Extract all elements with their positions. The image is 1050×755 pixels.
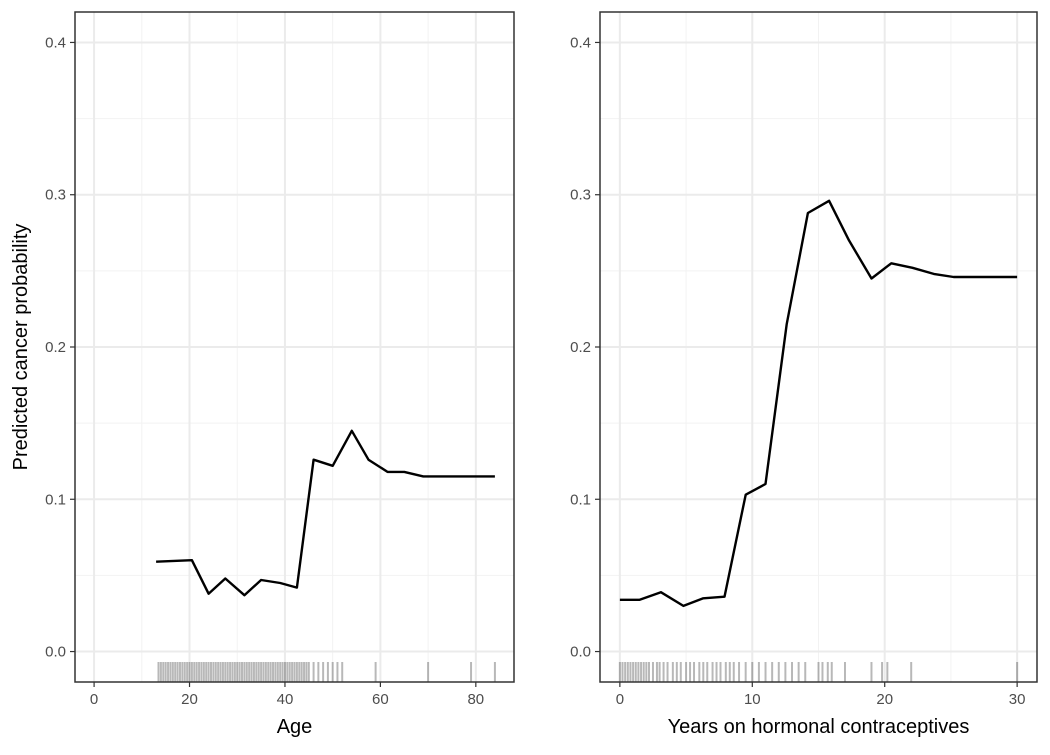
x-tick-label: 0 [90,691,98,708]
x-tick-label: 0 [616,691,624,708]
x-tick-label: 10 [744,691,761,708]
y-tick-label: 0.1 [570,491,591,508]
panel-2: 0 10 20 30 0.0 0.1 0.2 0.3 0.4 Years on hormonal … [570,11,1038,738]
x-tick-label: 40 [277,691,294,708]
y-tick-label: 0.2 [45,339,66,356]
x-tick-label: 30 [1009,691,1026,708]
x-tick-label: 60 [372,691,389,708]
x-tick-label: 80 [467,691,484,708]
y-tick-label: 0.0 [570,644,591,661]
x-tick-label: 20 [181,691,198,708]
panel-1: 0 20 40 60 80 0.0 0.1 0.2 0.3 0.4 Age Predicted can… [10,11,515,738]
series-line [619,199,1018,608]
y-tick-label: 0.3 [45,187,66,204]
y-axis-title: Predicted cancer probability [10,224,32,471]
y-tick-label: 0.2 [570,339,591,356]
x-axis-title: Years on hormonal contraceptives [668,716,970,738]
y-tick-label: 0.1 [45,491,66,508]
y-tick-label: 0.4 [570,34,591,51]
x-axis-title: Age [277,716,313,738]
y-tick-label: 0.3 [570,187,591,204]
y-tick-label: 0.4 [45,34,66,51]
y-tick-label: 0.0 [45,644,66,661]
series-line [156,429,495,597]
x-tick-label: 20 [876,691,893,708]
